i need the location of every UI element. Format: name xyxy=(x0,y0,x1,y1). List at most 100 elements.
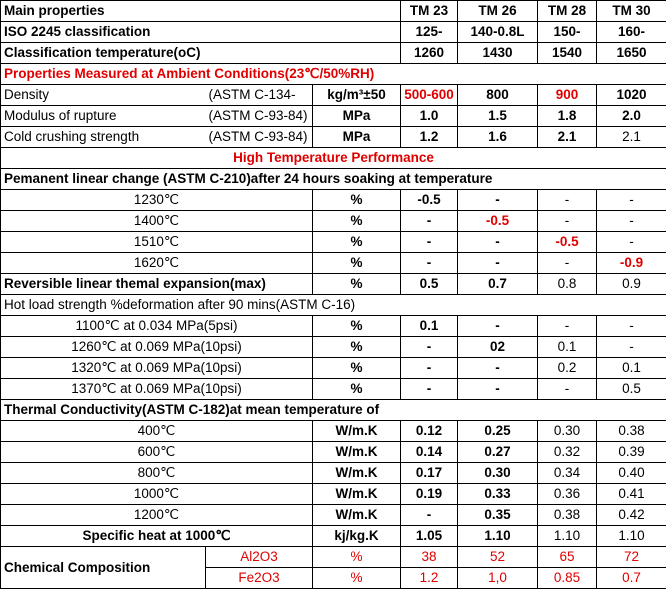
table-cell: % xyxy=(312,252,401,274)
table-cell: Density xyxy=(0,84,206,106)
table-cell: - xyxy=(537,189,597,211)
table-cell: 1.8 xyxy=(537,105,597,127)
table-cell: TM 28 xyxy=(537,0,597,22)
table-cell: 900 xyxy=(537,84,597,106)
table-cell: 1400℃ xyxy=(0,210,313,232)
table-cell: kj/kg.K xyxy=(312,525,401,547)
table-row: Main properties TM 23 TM 26 TM 28 TM 30 xyxy=(0,0,666,22)
table-cell: 0.38 xyxy=(537,504,597,526)
table-cell: Pemanent linear change (ASTM C-210)after… xyxy=(0,168,666,190)
table-cell: Al2O3 xyxy=(205,546,313,568)
table-cell: 1620℃ xyxy=(0,252,313,274)
table-cell: 2.0 xyxy=(596,105,666,127)
table-cell: 38 xyxy=(400,546,458,568)
table-cell: 400℃ xyxy=(0,420,313,442)
table-cell: Classification temperature(oC) xyxy=(0,42,401,64)
table-row: Modulus of rupture (ASTM C-93-84) MPa 1.0 1.… xyxy=(0,105,666,127)
table-row: 600℃ W/m.K 0.14 0.27 0.32 0.39 xyxy=(0,441,666,463)
table-cell: -0.5 xyxy=(457,210,538,232)
table-cell: kg/m³±50 xyxy=(312,84,401,106)
table-cell: 0.19 xyxy=(400,483,458,505)
table-row: Classification temperature(oC) 1260 1430 15… xyxy=(0,42,666,64)
table-cell: W/m.K xyxy=(312,483,401,505)
table-row: Specific heat at 1000℃ kj/kg.K 1.05 1.10 1.1… xyxy=(0,525,666,547)
table-cell: 0.25 xyxy=(457,420,538,442)
table-row: Properties Measured at Ambient Condition… xyxy=(0,63,666,85)
table-cell: 0.5 xyxy=(400,273,458,295)
table-cell: 1.5 xyxy=(457,105,538,127)
table-cell: % xyxy=(312,315,401,337)
table-cell: 0.1 xyxy=(400,315,458,337)
table-cell: 0.39 xyxy=(596,441,666,463)
table-cell: 0.8 xyxy=(537,273,597,295)
table-cell: High Temperature Performance xyxy=(0,147,666,169)
table-cell: 1.2 xyxy=(400,567,458,589)
table-row: 800℃ W/m.K 0.17 0.30 0.34 0.40 xyxy=(0,462,666,484)
table-cell: 0.14 xyxy=(400,441,458,463)
table-cell: 0.1 xyxy=(537,336,597,358)
table-cell: % xyxy=(312,378,401,400)
table-cell: Properties Measured at Ambient Condition… xyxy=(0,63,666,85)
table-row: 1510℃% - - -0.5- xyxy=(0,231,666,253)
table-cell: Modulus of rupture xyxy=(0,105,206,127)
table-cell: 1540 xyxy=(537,42,597,64)
table-cell: % xyxy=(312,546,401,568)
table-cell: Specific heat at 1000℃ xyxy=(0,525,313,547)
table-cell: 0.40 xyxy=(596,462,666,484)
table-cell: % xyxy=(312,231,401,253)
table-cell: 800 xyxy=(457,84,538,106)
table-cell: TM 30 xyxy=(596,0,666,22)
table-row: 1260℃ at 0.069 MPa(10psi)% -02 0.1- xyxy=(0,336,666,358)
table-cell: 52 xyxy=(457,546,538,568)
table-cell: 1.10 xyxy=(537,525,597,547)
table-cell: 0.32 xyxy=(537,441,597,463)
table-cell: 0.1 xyxy=(596,357,666,379)
table-cell: -0.5 xyxy=(400,189,458,211)
table-cell: -0.9 xyxy=(596,252,666,274)
table-cell: 1320℃ at 0.069 MPa(10psi) xyxy=(0,357,313,379)
table-cell: - xyxy=(400,336,458,358)
table-cell: 0.42 xyxy=(596,504,666,526)
table-cell: - xyxy=(596,210,666,232)
table-cell: 1.05 xyxy=(400,525,458,547)
table-cell: (ASTM C-93-84) xyxy=(205,126,313,148)
table-cell: - xyxy=(457,189,538,211)
table-cell: - xyxy=(596,315,666,337)
table-cell: 0.36 xyxy=(537,483,597,505)
table-cell: % xyxy=(312,189,401,211)
table-row: Pemanent linear change (ASTM C-210)after… xyxy=(0,168,666,190)
table-cell: 65 xyxy=(537,546,597,568)
table-cell: 1.10 xyxy=(596,525,666,547)
table-cell: 1.6 xyxy=(457,126,538,148)
table-cell: 800℃ xyxy=(0,462,313,484)
table-cell: Chemical Composition xyxy=(0,546,206,589)
table-cell: 2.1 xyxy=(537,126,597,148)
table-cell: 1230℃ xyxy=(0,189,313,211)
table-cell: 0.27 xyxy=(457,441,538,463)
table-cell: Hot load strength %deformation after 90 … xyxy=(0,294,666,316)
table-cell: W/m.K xyxy=(312,441,401,463)
table-cell: 1430 xyxy=(457,42,538,64)
table-cell: - xyxy=(457,231,538,253)
table-cell: 0.35 xyxy=(457,504,538,526)
table-row: 1400℃% - -0.5- - xyxy=(0,210,666,232)
table-cell: 0.7 xyxy=(596,567,666,589)
table-cell: 1370℃ at 0.069 MPa(10psi) xyxy=(0,378,313,400)
table-cell: Thermal Conductivity(ASTM C-182)at mean … xyxy=(0,399,666,421)
table-cell: 500-600 xyxy=(400,84,458,106)
table-cell: 0.33 xyxy=(457,483,538,505)
table-cell: W/m.K xyxy=(312,462,401,484)
table-cell: - xyxy=(400,231,458,253)
table-cell: 0.9 xyxy=(596,273,666,295)
table-cell: 1000℃ xyxy=(0,483,313,505)
table-cell: MPa xyxy=(312,105,401,127)
table-cell: (ASTM C-93-84) xyxy=(205,105,313,127)
table-cell: 1260℃ at 0.069 MPa(10psi) xyxy=(0,336,313,358)
table-cell: 0.41 xyxy=(596,483,666,505)
table-row: Thermal Conductivity(ASTM C-182)at mean … xyxy=(0,399,666,421)
table-cell: 0.30 xyxy=(457,462,538,484)
table-cell: - xyxy=(596,231,666,253)
table-cell: 150- xyxy=(537,21,597,43)
table-cell: W/m.K xyxy=(312,420,401,442)
